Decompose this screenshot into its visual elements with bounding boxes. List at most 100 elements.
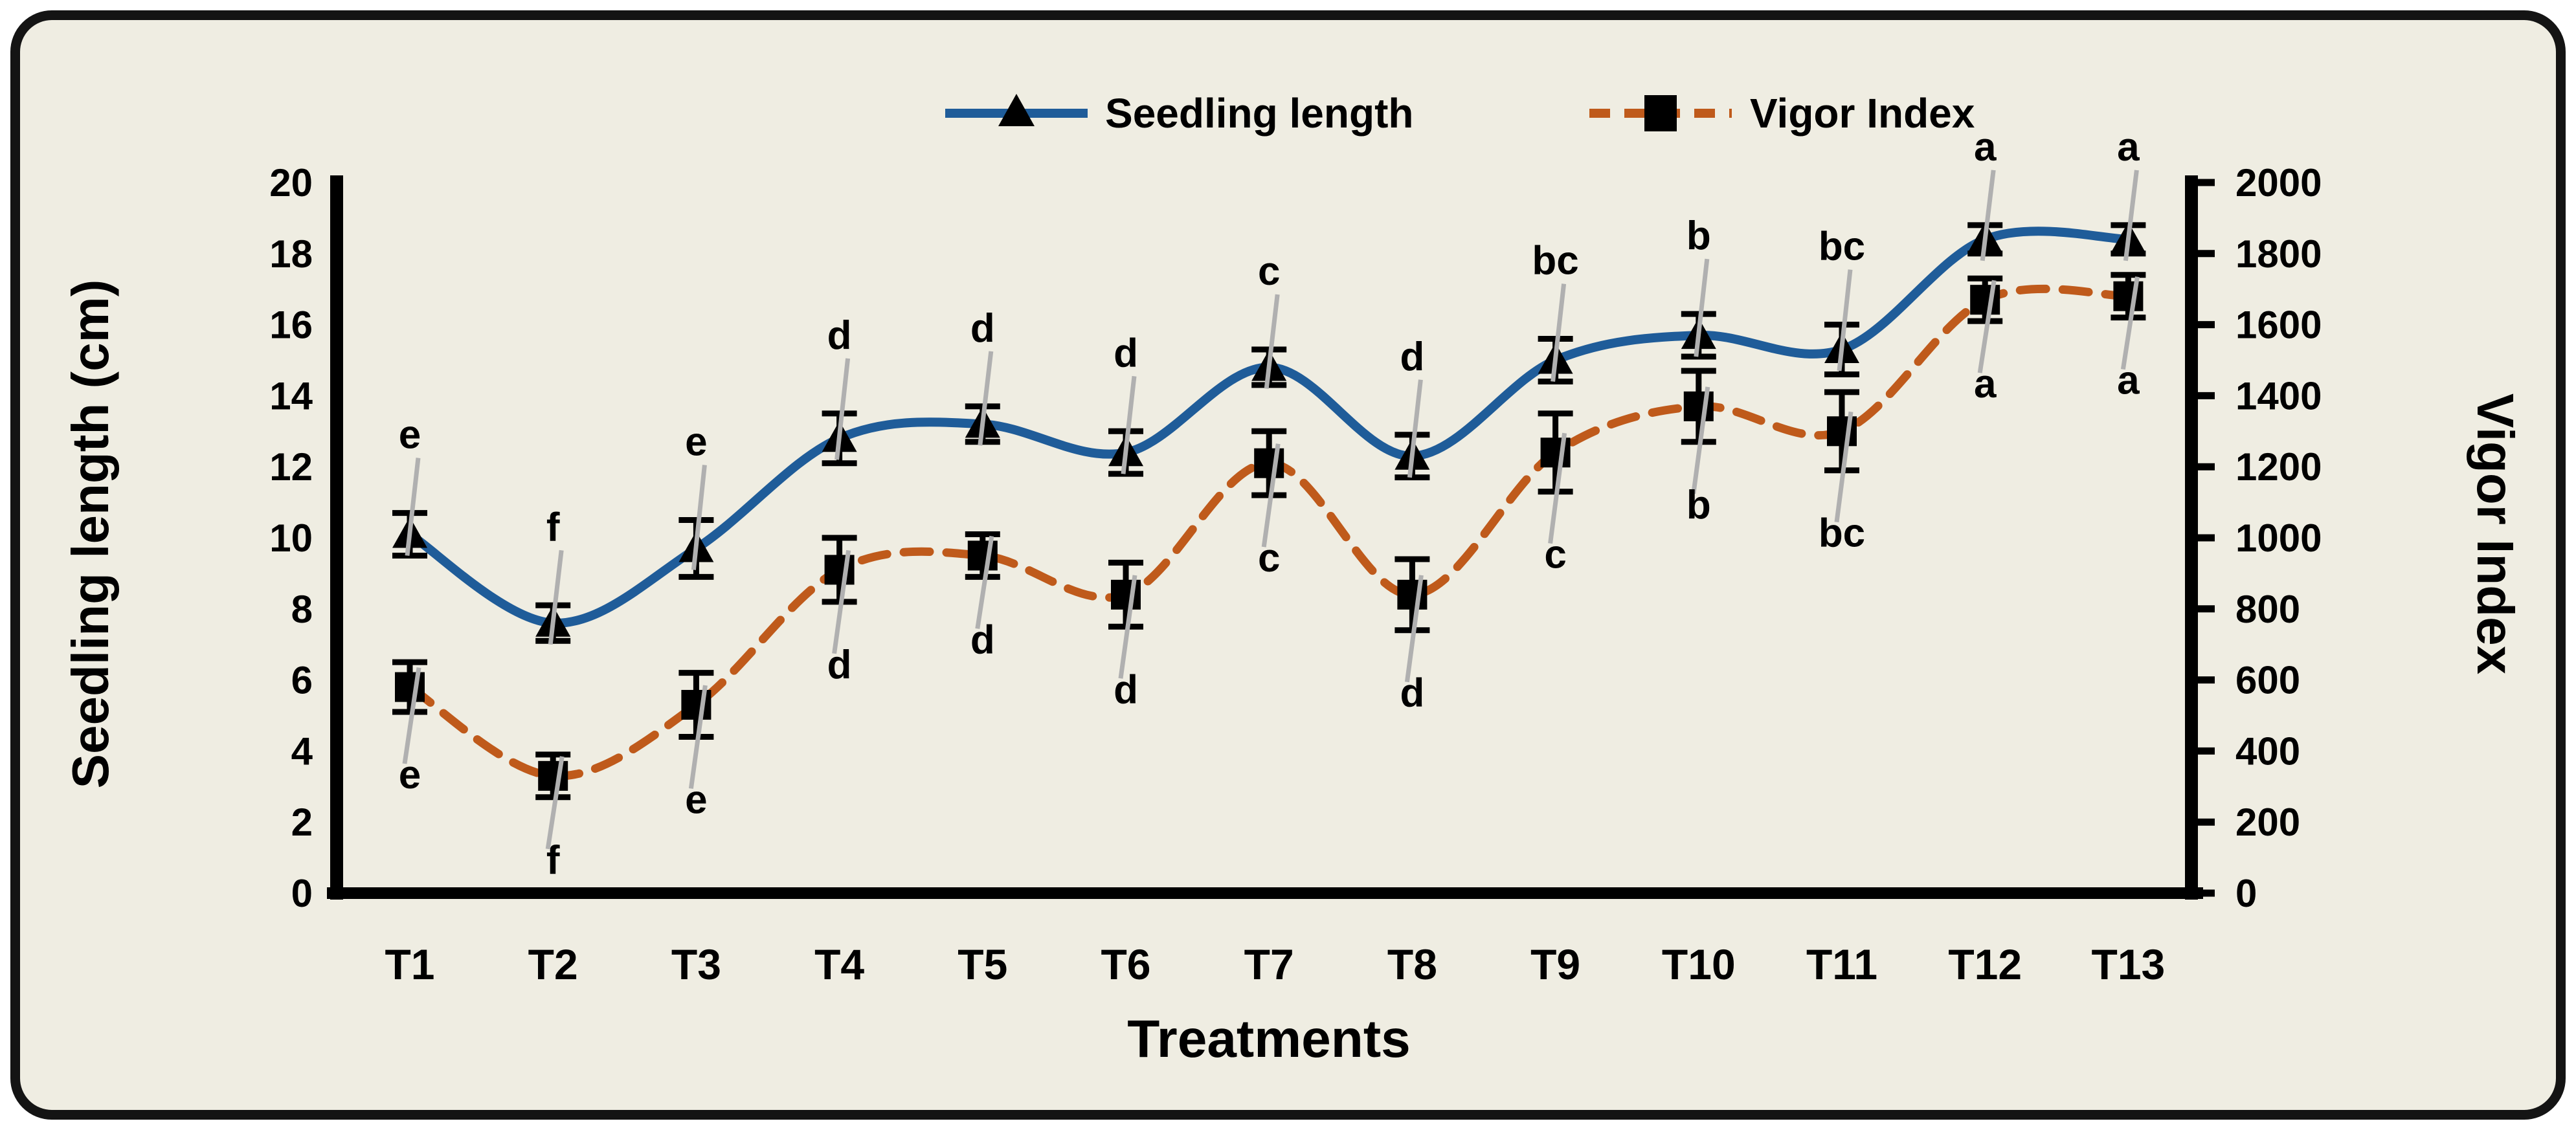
marker-square-vigor	[1111, 579, 1141, 610]
error-slant-seedling	[2123, 170, 2139, 261]
error-slant-vigor	[1548, 432, 1567, 544]
y-axis-left-title: Seedling length (cm)	[62, 280, 119, 789]
legend-vigor-square-icon	[1644, 95, 1677, 131]
y-axis-right-tick-label: 1000	[2235, 516, 2322, 560]
error-slant-seedling	[1121, 375, 1137, 474]
error-slant-seedling	[978, 351, 994, 446]
y-axis-left-tick-label: 14	[269, 374, 313, 417]
x-axis-category-label: T2	[528, 940, 578, 988]
significance-letter-seedling: c	[1258, 249, 1280, 294]
marker-square-vigor	[2113, 281, 2144, 311]
significance-letter-seedling: d	[827, 313, 852, 358]
x-axis-category-label: T6	[1101, 940, 1150, 988]
y-axis-right-tick-label: 1200	[2235, 445, 2322, 489]
significance-letter-seedling: a	[1974, 125, 1997, 170]
error-slant-vigor	[2120, 276, 2140, 370]
significance-letter-vigor: b	[1686, 483, 1711, 527]
significance-letter-seedling: f	[546, 505, 560, 549]
legend-seedling-triangle-icon	[998, 94, 1035, 126]
error-slant-seedling	[1264, 294, 1280, 389]
error-slant-vigor	[1404, 575, 1424, 683]
marker-square-vigor	[967, 540, 998, 571]
marker-square-vigor	[538, 760, 568, 791]
y-axis-left-tick-label: 12	[269, 445, 313, 489]
y-axis-left-tick-label: 2	[291, 801, 313, 844]
significance-letter-seedling: d	[970, 306, 995, 351]
legend-seedling-label: Seedling length	[1105, 90, 1413, 137]
x-axis-category-label: T1	[385, 940, 434, 988]
y-axis-right-tick-label: 2000	[2235, 161, 2322, 205]
significance-letter-seedling: b	[1686, 214, 1711, 258]
significance-letter-vigor: d	[1114, 667, 1138, 712]
y-axis-right-tick-label: 200	[2235, 801, 2300, 844]
marker-square-vigor	[1970, 285, 2000, 315]
error-slant-seedling	[1837, 269, 1853, 371]
error-slant-seedling	[405, 458, 421, 556]
marker-square-vigor	[681, 690, 711, 720]
y-axis-right-tick-label: 1800	[2235, 232, 2322, 276]
chart-frame: 0 2 4 6 8 10 12 14 16 18 20 0 200 400 600 800 1000 1200 14…	[10, 10, 2566, 1120]
error-slant-vigor	[832, 549, 851, 654]
y-axis-left-tick-label: 6	[291, 659, 313, 702]
x-axis-category-label: T8	[1387, 940, 1437, 988]
error-slant-vigor	[545, 756, 565, 850]
y-axis-left-tick-label: 20	[269, 161, 313, 205]
error-slant-vigor	[975, 535, 994, 629]
significance-letter-vigor: e	[399, 753, 421, 797]
x-axis-category-label: T10	[1662, 940, 1736, 988]
y-axis-left-tick-label: 16	[269, 304, 313, 347]
significance-letter-seedling: d	[1114, 331, 1138, 375]
x-axis-category-label: T3	[671, 940, 721, 988]
y-axis-left-tick-label: 0	[291, 872, 313, 915]
y-axis-left-tick-label: 18	[269, 232, 313, 276]
marker-square-vigor	[1683, 391, 1714, 421]
marker-square-vigor	[1827, 416, 1857, 447]
significance-letter-vigor: bc	[1819, 511, 1865, 556]
marker-square-vigor	[395, 672, 425, 702]
error-slant-seedling	[548, 549, 564, 645]
error-slant-seedling	[1694, 258, 1710, 357]
error-slant-vigor	[688, 685, 708, 789]
significance-letter-vigor: c	[1258, 536, 1280, 581]
marker-square-vigor	[1540, 438, 1571, 468]
y-axis-left-tick-label: 10	[269, 516, 313, 560]
error-slant-vigor	[1977, 280, 1997, 373]
significance-letter-vigor: a	[1974, 362, 1997, 406]
y-axis-right-title: Vigor Index	[2467, 393, 2524, 674]
x-axis-category-label: T12	[1948, 940, 2022, 988]
significance-letter-vigor: a	[2117, 359, 2140, 403]
significance-letter-vigor: d	[1400, 671, 1424, 716]
significance-letter-seedling: bc	[1532, 239, 1578, 283]
x-axis-category-label: T5	[958, 940, 1007, 988]
x-axis-category-label: T11	[1806, 940, 1877, 988]
error-slant-seedling	[691, 465, 707, 570]
significance-letter-seedling: e	[685, 420, 707, 465]
x-axis-title: Treatments	[1127, 1010, 1411, 1069]
y-axis-right-tick-label: 1400	[2235, 374, 2322, 417]
error-slant-vigor	[1691, 386, 1710, 494]
y-axis-right-tick-label: 800	[2235, 588, 2300, 631]
error-slant-seedling	[834, 358, 851, 460]
y-axis-right-tick-label: 1600	[2235, 304, 2322, 347]
error-slant-seedling	[1407, 379, 1423, 478]
y-axis-right-tick-label: 0	[2235, 872, 2257, 915]
x-axis-category-label: T9	[1530, 940, 1580, 988]
x-axis-category-label: T7	[1244, 940, 1294, 988]
marker-square-vigor	[824, 555, 855, 585]
y-axis-left-tick-label: 4	[291, 729, 313, 773]
significance-letter-seedling: bc	[1819, 225, 1865, 269]
error-slant-vigor	[1261, 443, 1281, 548]
significance-letter-vigor: c	[1544, 533, 1566, 577]
y-axis-left-tick-label: 8	[291, 588, 313, 631]
significance-letter-vigor: f	[546, 838, 560, 883]
y-axis-right-tick-label: 400	[2235, 729, 2300, 773]
x-axis-category-label: T13	[2092, 940, 2166, 988]
x-axis-category-label: T4	[814, 940, 864, 988]
legend-vigor-label: Vigor Index	[1750, 90, 1975, 137]
error-slant-vigor	[1834, 411, 1854, 523]
marker-square-vigor	[1254, 448, 1284, 478]
error-slant-seedling	[1551, 283, 1567, 382]
significance-letter-vigor: d	[970, 617, 995, 662]
marker-square-vigor	[1397, 579, 1428, 610]
significance-letter-seedling: e	[399, 413, 421, 458]
